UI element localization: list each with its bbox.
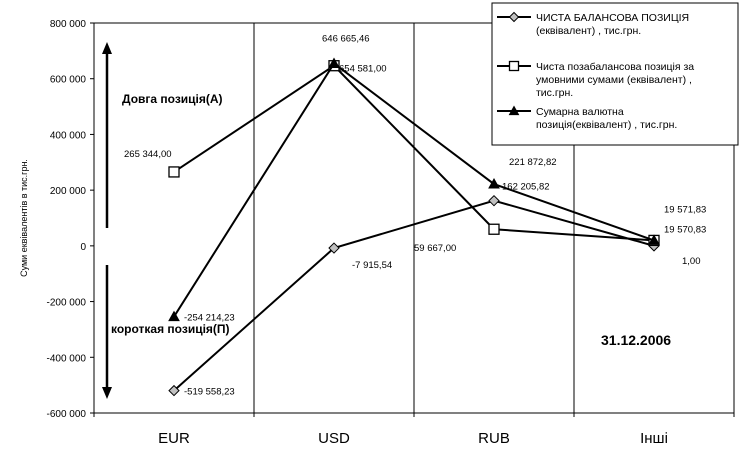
x-axis: EUR USD RUB Інші bbox=[93, 413, 735, 447]
data-label-off-balance: 646 665,46 bbox=[322, 34, 370, 45]
data-label-balance: 1,00 bbox=[682, 256, 701, 267]
data-point-balance bbox=[488, 194, 500, 207]
legend-label-balance: (еквівалент) , тис.грн. bbox=[536, 25, 641, 37]
legend-marker-balance bbox=[508, 11, 520, 23]
data-point-total bbox=[488, 178, 500, 189]
data-labels: -519 558,23 -7 915,54 162 205,82 1,00 265 34… bbox=[124, 34, 706, 398]
x-tick-label: EUR bbox=[158, 430, 190, 447]
y-tick-label: 0 bbox=[80, 242, 86, 253]
series-total bbox=[168, 57, 660, 322]
data-point-off-balance bbox=[488, 223, 500, 235]
x-tick-label: RUB bbox=[478, 430, 510, 447]
data-label-off-balance: 59 667,00 bbox=[414, 243, 456, 254]
long-position-arrow bbox=[102, 42, 112, 228]
data-point-total bbox=[168, 310, 180, 322]
data-label-balance: -7 915,54 bbox=[352, 260, 392, 271]
data-label-off-balance: 19 570,83 bbox=[664, 224, 706, 235]
y-tick-label: -200 000 bbox=[47, 298, 87, 309]
y-tick-label: -600 000 bbox=[47, 409, 87, 420]
data-label-off-balance: 265 344,00 bbox=[124, 149, 172, 160]
short-position-label: короткая позиція(П) bbox=[111, 322, 230, 336]
data-label-balance: 162 205,82 bbox=[502, 182, 550, 193]
data-point-total bbox=[328, 57, 340, 69]
legend-label-total: позиція(еквівалент) , тис.грн. bbox=[536, 119, 677, 131]
series-line-balance bbox=[173, 199, 655, 392]
long-position-label: Довга позиція(А) bbox=[122, 92, 223, 106]
y-tick-label: 800 000 bbox=[50, 19, 87, 30]
data-point-balance bbox=[168, 384, 180, 397]
x-tick-label: USD bbox=[318, 430, 350, 447]
data-point-balance bbox=[328, 242, 340, 254]
y-tick-label: 200 000 bbox=[50, 186, 87, 197]
y-axis-label: Суми еквівалентів в тис.грн. bbox=[19, 159, 29, 277]
y-tick-label: -400 000 bbox=[47, 353, 87, 364]
series-line-off-balance bbox=[173, 64, 655, 242]
x-tick-label: Інші bbox=[640, 430, 668, 447]
data-label-balance: -519 558,23 bbox=[184, 387, 235, 398]
data-label-total: -254 214,23 bbox=[184, 313, 235, 324]
data-label-total: 221 872,82 bbox=[509, 157, 557, 168]
short-position-arrow bbox=[102, 265, 112, 399]
legend-label-total: Сумарна валютна bbox=[536, 106, 624, 118]
legend-label-off-balance: Чиста позабалансова позиція за bbox=[536, 61, 694, 73]
legend-marker-off-balance bbox=[508, 60, 520, 72]
y-axis: 800 000 600 000 400 000 200 000 0 -200 000 -40… bbox=[47, 19, 94, 420]
legend-box bbox=[491, 2, 739, 146]
date-label: 31.12.2006 bbox=[601, 332, 671, 348]
data-label-total: 19 571,83 bbox=[664, 204, 706, 215]
legend-label-balance: ЧИСТА БАЛАНСОВА ПОЗИЦІЯ bbox=[536, 12, 689, 24]
y-tick-label: 400 000 bbox=[50, 130, 87, 141]
legend-label-off-balance: умовними сумами (еквівалент) , bbox=[536, 74, 692, 86]
y-tick-label: 600 000 bbox=[50, 75, 87, 86]
legend-label-off-balance: тис.грн. bbox=[536, 87, 573, 99]
series-line-total bbox=[173, 62, 655, 318]
data-point-total bbox=[648, 234, 660, 245]
data-label-total: 654 581,00 bbox=[339, 64, 387, 75]
data-point-off-balance bbox=[168, 166, 180, 178]
series-layer bbox=[168, 57, 660, 397]
legend-marker-total bbox=[508, 105, 520, 116]
legend: ЧИСТА БАЛАНСОВА ПОЗИЦІЯ(еквівалент) , ти… bbox=[491, 2, 739, 146]
